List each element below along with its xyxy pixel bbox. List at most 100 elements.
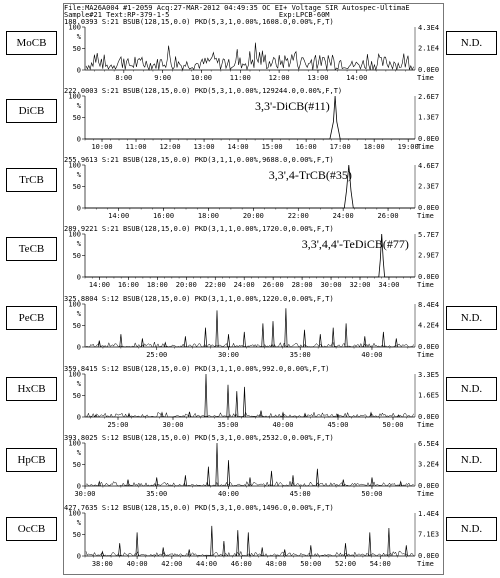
x-tick-label: 20:00 (243, 212, 264, 220)
y-tick-label: 50 (73, 45, 81, 53)
x-tick-label: 50:00 (300, 560, 321, 568)
chromatogram-peak (163, 341, 167, 348)
chromatogram-peak (331, 327, 335, 348)
chromatogram-peak (183, 475, 187, 487)
chromatogram-peak (155, 477, 159, 487)
x-tick-label: 50:00 (361, 490, 382, 498)
x-axis-title: Time (417, 212, 434, 220)
x-tick-label: 9:00 (154, 74, 171, 82)
panel-info-HpCB: 393.8025 S:12 BSUB(128,15,0.0) PKD(5,3,1… (64, 434, 334, 442)
chromatogram-peak (161, 547, 165, 557)
x-tick-label: 10:00 (191, 74, 212, 82)
x-tick-label: 45:00 (327, 421, 348, 429)
x-tick-label: 35:00 (146, 490, 167, 498)
chromatogram-peak (118, 543, 122, 557)
right-scale-label: 1.4E4 (418, 510, 439, 518)
chromatogram-peak (187, 411, 192, 418)
chromatogram-peak (291, 475, 295, 487)
chromatogram-baseline (85, 411, 414, 418)
x-tick-label: 25:00 (146, 351, 167, 359)
y-tick-label: 50 (73, 252, 81, 260)
panel-info-MoCB: 188.0393 S:21 BSUB(128,15,0.0) PKD(5,3,1… (64, 18, 334, 26)
right-scale-label: 2.9E7 (418, 252, 439, 260)
chromatogram-peak (283, 549, 287, 557)
right-scale-label: 0.0E0 (418, 343, 439, 351)
y-tick-label: 0 (77, 205, 81, 213)
x-tick-label: 54:00 (370, 560, 391, 568)
right-scale-label: 1.3E7 (418, 114, 439, 122)
chromatogram-frame (63, 3, 444, 575)
x-tick-label: 30:00 (74, 490, 95, 498)
chromatogram-peak (387, 527, 391, 557)
chromatogram-peak (215, 442, 219, 487)
right-scale-label: 0.0E0 (418, 552, 439, 560)
x-tick-label: 48:00 (266, 560, 287, 568)
right-scale-label: 1.6E5 (418, 392, 439, 400)
peak-annotation-TrCB: 3,3',4-TrCB(#35) (268, 168, 352, 182)
panel-info-DiCB: 222.0003 S:21 BSUB(128,15,0.0) PKD(5,3,1… (64, 87, 343, 95)
right-scale-label: 4.3E4 (418, 24, 439, 32)
chromatogram-peak (303, 412, 307, 418)
chromatogram-peak (246, 532, 250, 557)
x-tick-label: 52:00 (335, 560, 356, 568)
chromatogram-peak (206, 466, 210, 487)
y-tick-label: 100 (68, 440, 81, 448)
chromatogram-peak (336, 413, 340, 418)
nd-label-PeCB: N.D. (446, 306, 497, 330)
chromatogram-peak (94, 414, 98, 418)
x-tick-label: 40:00 (218, 490, 239, 498)
y-unit-label: % (77, 449, 82, 457)
chromatogram-baseline (85, 550, 414, 557)
right-scale-label: 0.0E0 (418, 482, 439, 490)
x-tick-label: 42:00 (161, 560, 182, 568)
congener-label-MoCB: MoCB (6, 31, 57, 55)
y-tick-label: 100 (68, 231, 81, 239)
y-tick-label: 100 (68, 162, 81, 170)
chromatogram-peak (368, 532, 372, 557)
y-tick-label: 50 (73, 392, 81, 400)
chromatogram-peak (269, 470, 274, 487)
chromatogram-peak (204, 373, 208, 418)
chromatogram-peak (281, 411, 285, 418)
x-tick-label: 18:00 (364, 143, 385, 151)
x-axis-title: Time (417, 281, 434, 289)
right-scale-label: 6.5E4 (418, 440, 439, 448)
chromatogram-peak (140, 338, 144, 348)
x-tick-label: 14:00 (108, 212, 129, 220)
chromatogram-peak (309, 545, 313, 557)
congener-label-TrCB: TrCB (6, 168, 57, 192)
x-tick-label: 32:00 (349, 281, 370, 289)
x-tick-label: 30:00 (218, 351, 239, 359)
congener-label-DiCB: DiCB (6, 99, 57, 123)
x-tick-label: 15:00 (262, 143, 283, 151)
y-unit-label: % (77, 171, 82, 179)
right-scale-label: 5.7E7 (418, 231, 439, 239)
x-tick-label: 30:00 (321, 281, 342, 289)
x-tick-label: 38:00 (92, 560, 113, 568)
x-tick-label: 8:00 (115, 74, 132, 82)
right-scale-label: 2.1E4 (418, 45, 439, 53)
header-line-1: File:MA26A004 #1-2059 Acq:27-MAR-2012 04… (64, 4, 410, 12)
chromatogram-peak (97, 480, 101, 487)
chromatogram-peak (344, 323, 348, 348)
nd-label-HxCB: N.D. (446, 377, 497, 401)
chromatogram-peak (396, 414, 401, 418)
chromatogram-peak (226, 460, 231, 487)
x-tick-label: 40:00 (361, 351, 382, 359)
x-tick-label: 45:00 (290, 490, 311, 498)
x-tick-label: 22:00 (205, 281, 226, 289)
x-tick-label: 13:00 (194, 143, 215, 151)
panel-info-TeCB: 289.9221 S:21 BSUB(128,15,0.0) PKD(3,1,1… (64, 225, 334, 233)
chromatogram-peak (236, 530, 240, 557)
chromatogram-peak (119, 334, 123, 348)
x-tick-label: 12:00 (160, 143, 181, 151)
x-tick-label: 46:00 (231, 560, 252, 568)
y-tick-label: 0 (77, 414, 81, 422)
x-axis-title: Time (417, 74, 434, 82)
x-tick-label: 17:00 (330, 143, 351, 151)
y-tick-label: 0 (77, 274, 81, 282)
chromatogram-peak (315, 468, 319, 487)
y-tick-label: 50 (73, 114, 81, 122)
y-tick-label: 100 (68, 510, 81, 518)
chromatogram-peak (248, 477, 252, 487)
